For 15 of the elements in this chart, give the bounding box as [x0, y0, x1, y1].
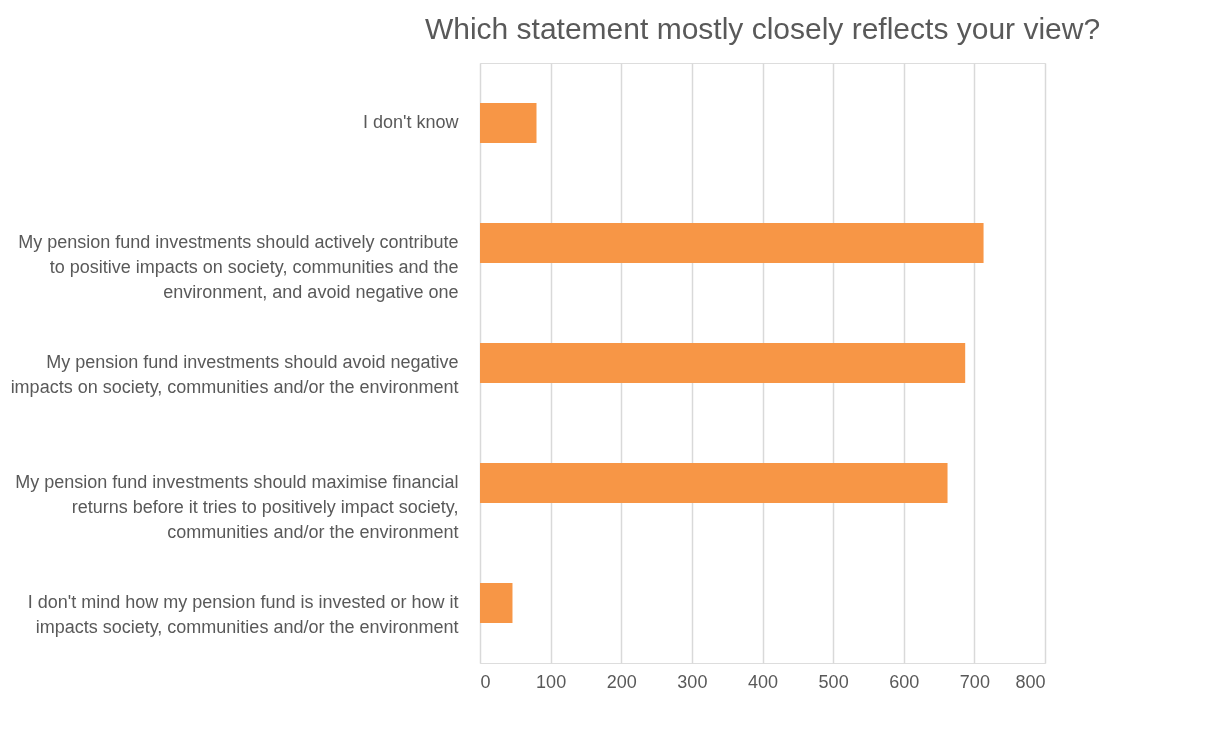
x-tick-label: 300: [677, 671, 708, 692]
y-tick-label: I don't know: [363, 112, 460, 132]
x-tick-label: 100: [536, 671, 567, 692]
x-tick-label: 800: [1015, 671, 1046, 692]
y-tick-label: My pension fund investments should maximise financial returns before it tries to positively impact society, communities and/or the environment: [15, 472, 459, 542]
x-tick-label: 700: [959, 671, 990, 692]
chart-title: Which statement mostly closely reflects your view?: [424, 12, 1101, 45]
x-tick-label: 500: [818, 671, 849, 692]
x-tick-label: 0: [480, 671, 491, 692]
y-tick-label: I don't mind how my pension fund is invested or how it impacts society, communities and/or the environment: [27, 592, 459, 637]
x-tick-label: 600: [889, 671, 920, 692]
y-tick-label: My pension fund investments should avoid negative impacts on society, communities and/or the environment: [10, 352, 459, 397]
x-tick-label: 400: [747, 671, 779, 692]
x-tick-label: 200: [606, 671, 637, 692]
y-tick-label: My pension fund investments should actively contribute to positive impacts on society, communities and the environment, and avoid negative one: [18, 232, 459, 302]
